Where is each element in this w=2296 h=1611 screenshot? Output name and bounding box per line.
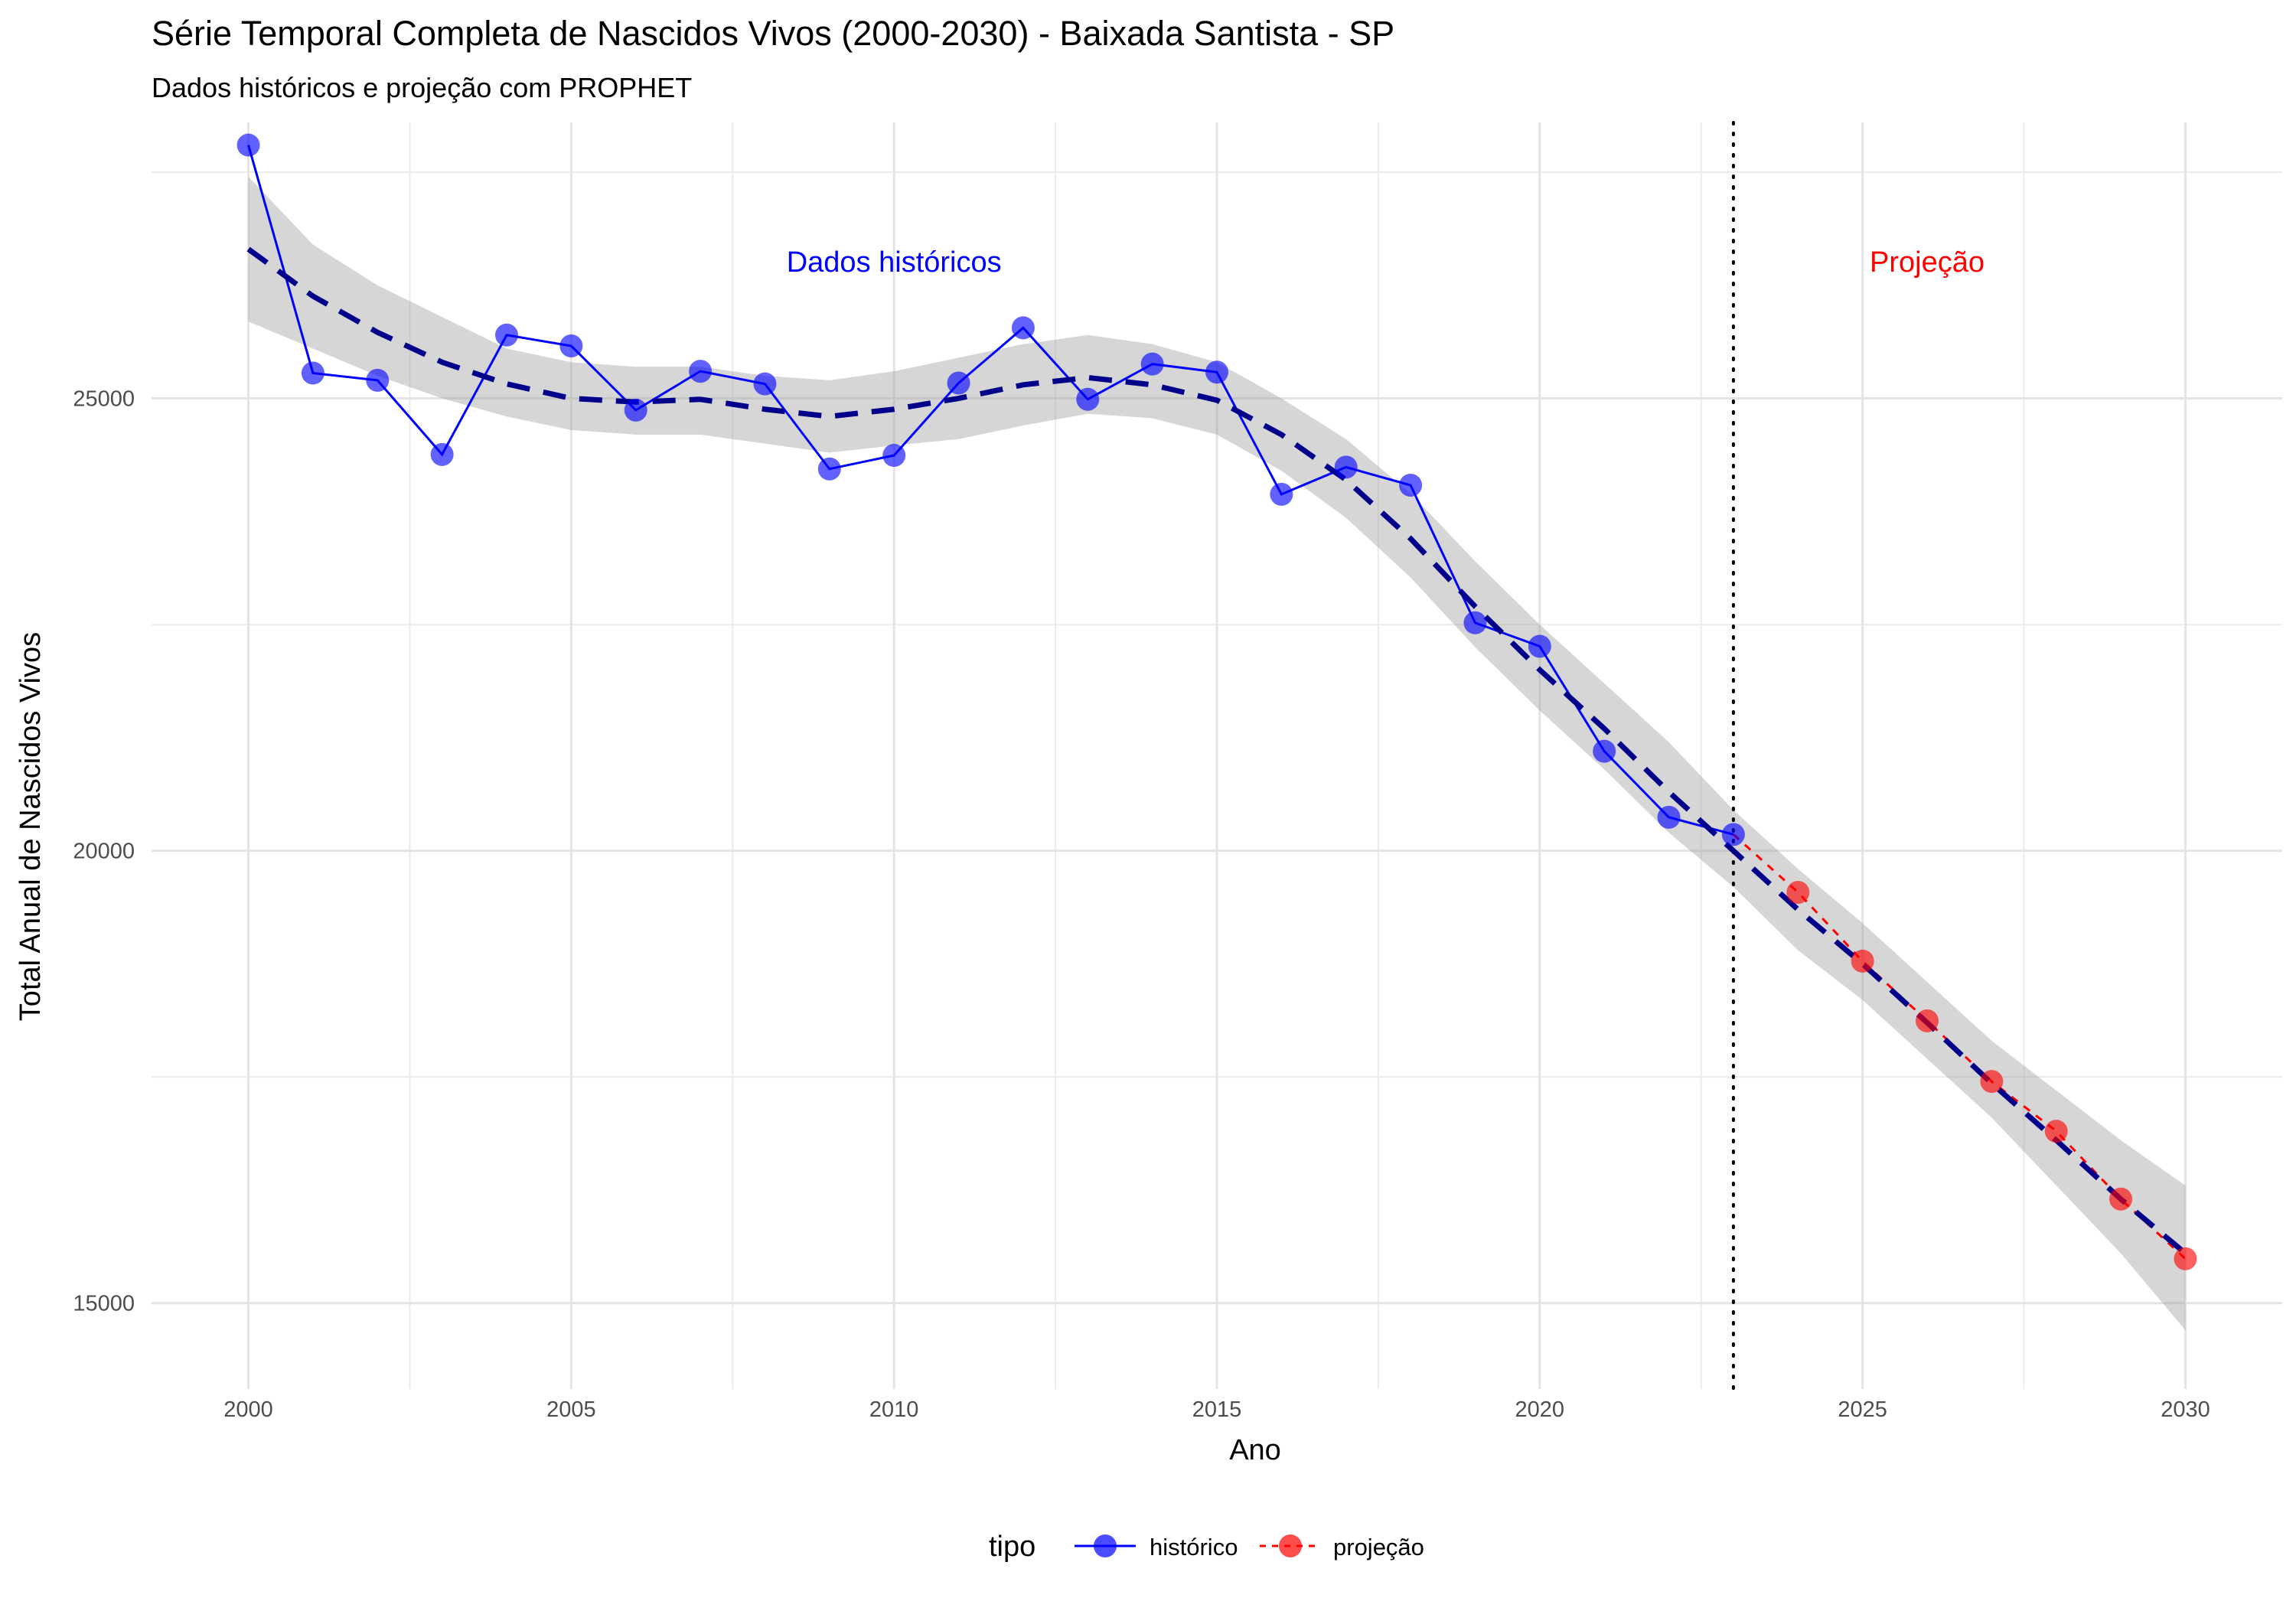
major-gridlines <box>152 122 2282 1389</box>
annotation-historico: Dados históricos <box>787 246 1002 279</box>
historico-point <box>559 334 583 357</box>
historico-point <box>947 371 970 395</box>
y-axis-label: Total Anual de Nascidos Vivos <box>15 632 47 1021</box>
historico-point <box>1011 316 1035 340</box>
confidence-ribbon-layer <box>248 176 2186 1331</box>
historico-point <box>1657 805 1681 829</box>
historico-point <box>624 398 647 422</box>
projecao-point <box>1980 1070 2004 1094</box>
x-tick-label: 2010 <box>869 1397 919 1422</box>
legend-swatch-historico-point <box>1094 1534 1117 1557</box>
historico-point <box>1140 352 1164 376</box>
historico-point <box>1399 474 1423 497</box>
historico-point <box>1270 482 1293 506</box>
projecao-point <box>2109 1187 2133 1211</box>
x-tick-label: 2005 <box>546 1397 596 1422</box>
historico-point <box>1463 611 1487 634</box>
historico-point <box>236 133 260 157</box>
annotation-projecao: Projeção <box>1870 246 1985 279</box>
projecao-point <box>1851 949 1874 973</box>
legend-label-projecao: projeção <box>1333 1534 1424 1560</box>
projecao-point <box>1786 881 1810 905</box>
historico-point <box>1528 634 1551 658</box>
legend-swatch-projecao-point <box>1279 1534 1302 1557</box>
historico-point <box>882 444 906 468</box>
x-axis-label: Ano <box>1229 1434 1281 1466</box>
historico-point <box>366 368 390 392</box>
historico-point <box>1593 739 1616 763</box>
historico-point <box>1205 360 1228 384</box>
projecao-point <box>2044 1120 2068 1143</box>
projecao-point <box>2174 1247 2197 1270</box>
historico-point <box>301 361 325 385</box>
x-tick-label: 2015 <box>1192 1397 1242 1422</box>
legend-label-historico: histórico <box>1150 1534 1238 1560</box>
historico-point <box>689 360 713 383</box>
x-tick-labels: 2000 2005 2010 2015 2020 2025 2030 <box>223 1397 2210 1422</box>
x-tick-label: 2000 <box>223 1397 273 1422</box>
x-tick-label: 2030 <box>2161 1397 2210 1422</box>
historico-point <box>1721 823 1745 846</box>
chart-subtitle: Dados históricos e projeção com PROPHET <box>152 72 692 103</box>
historico-point <box>753 372 777 396</box>
trend-line-layer <box>246 246 2187 1256</box>
legend-title: tipo <box>989 1531 1035 1563</box>
y-tick-label: 25000 <box>73 387 135 412</box>
y-tick-labels: 15000 20000 25000 <box>73 387 135 1316</box>
chart-title: Série Temporal Completa de Nascidos Vivo… <box>152 14 1394 53</box>
y-tick-label: 20000 <box>73 840 135 864</box>
y-tick-label: 15000 <box>73 1292 135 1316</box>
historico-point <box>1334 455 1358 479</box>
annotation-layer: Dados históricos Projeção <box>787 246 1985 279</box>
historico-point <box>1076 387 1100 411</box>
historico-point <box>430 442 454 466</box>
confidence-ribbon <box>248 176 2186 1331</box>
x-tick-label: 2025 <box>1838 1397 1887 1422</box>
smooth-trend-line <box>246 246 2187 1256</box>
projecao-point <box>1916 1009 1939 1032</box>
x-tick-label: 2020 <box>1515 1397 1565 1422</box>
historico-point <box>817 457 841 481</box>
legend: tipo histórico projeção <box>989 1531 1424 1563</box>
points-layer <box>236 133 2197 1270</box>
historico-point <box>495 323 518 347</box>
